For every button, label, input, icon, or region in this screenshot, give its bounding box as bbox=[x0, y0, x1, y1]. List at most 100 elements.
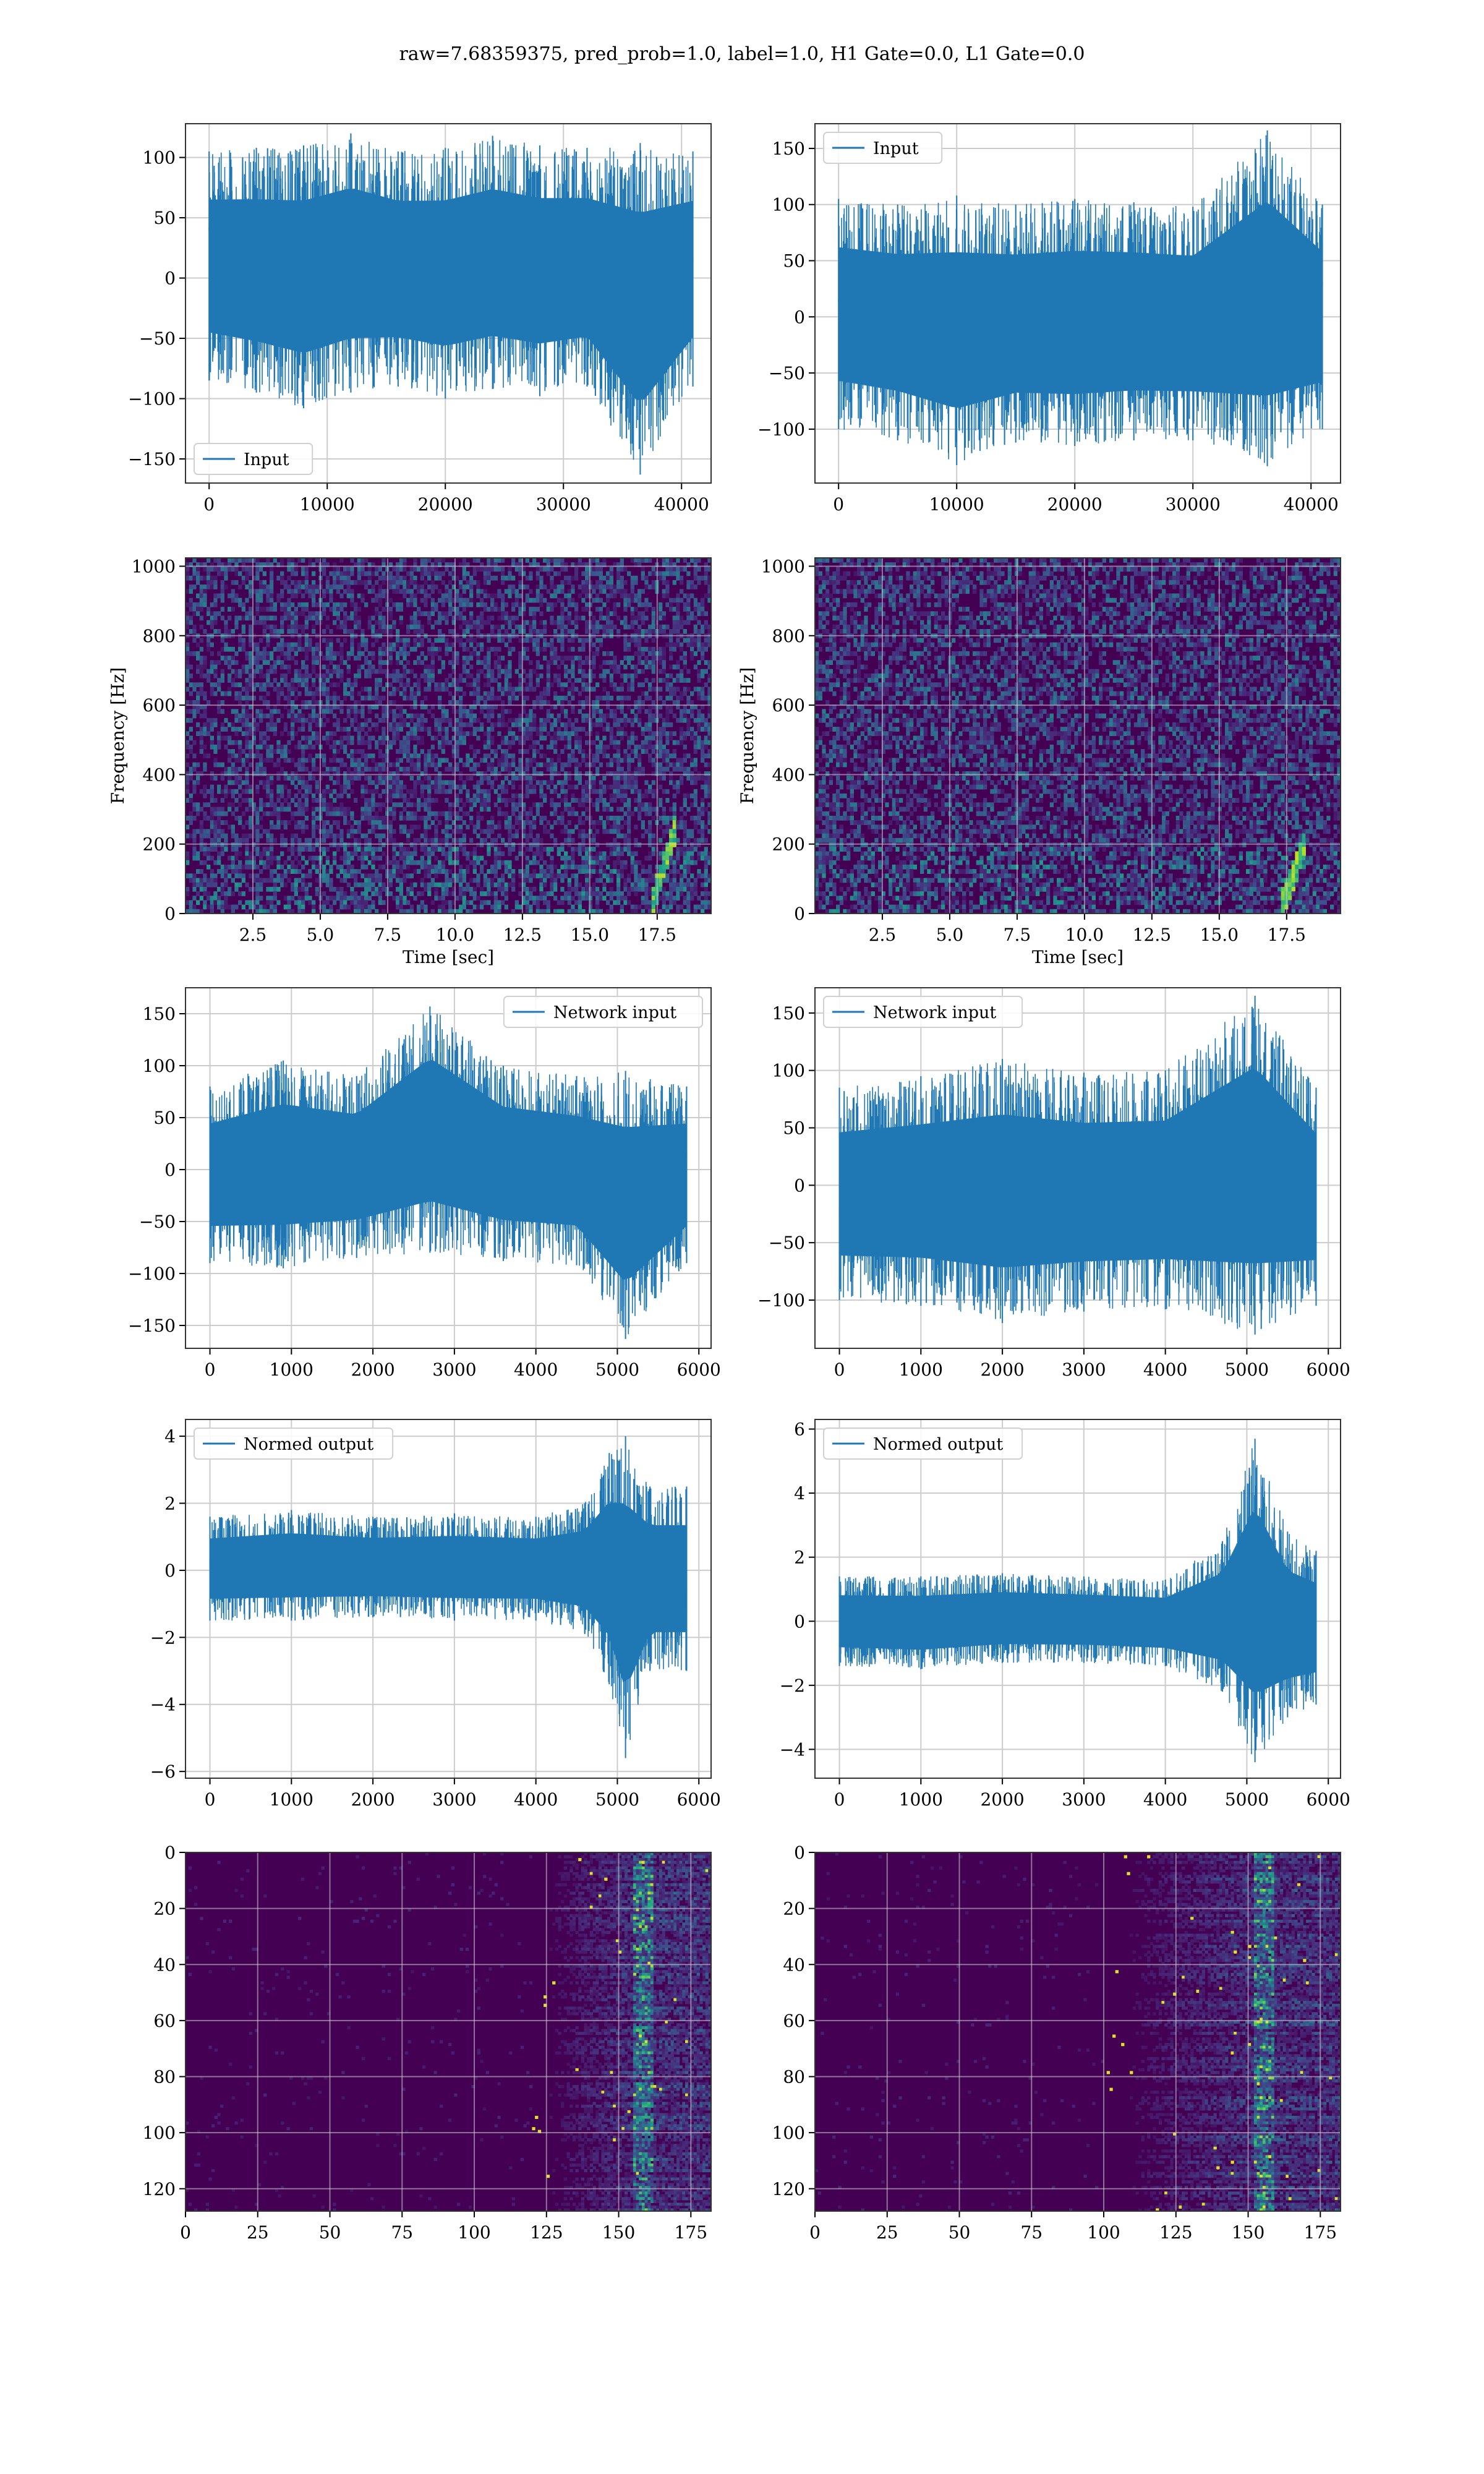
spectrogram-cell bbox=[291, 780, 294, 785]
spectrogram-cell bbox=[652, 807, 655, 812]
spectrogram-cell bbox=[680, 758, 683, 763]
spectrogram-cell bbox=[697, 816, 701, 821]
spectrogram-cell bbox=[266, 758, 270, 763]
spectrogram-cell bbox=[217, 745, 221, 750]
spectrogram-cell bbox=[266, 643, 270, 648]
spectrogram-cell bbox=[287, 776, 291, 781]
spectrogram-cell bbox=[287, 576, 291, 581]
spectrogram-cell bbox=[231, 589, 235, 594]
spectrogram-cell bbox=[634, 598, 638, 603]
spectrogram-cell bbox=[445, 736, 448, 741]
spectrogram-cell bbox=[424, 665, 427, 670]
spectrogram-cell bbox=[676, 638, 680, 643]
spectrogram-cell bbox=[557, 758, 561, 763]
spectrogram-cell bbox=[305, 647, 309, 652]
spectrogram-cell bbox=[242, 789, 245, 794]
spectrogram-cell bbox=[508, 567, 511, 571]
spectrogram-cell bbox=[287, 802, 291, 807]
spectrogram-cell bbox=[249, 607, 252, 612]
spectrogram-cell bbox=[529, 714, 532, 719]
spectrogram-cell bbox=[490, 780, 494, 785]
spectrogram-cell bbox=[259, 656, 263, 661]
spectrogram-cell bbox=[659, 798, 662, 803]
spectrogram-cell bbox=[213, 558, 217, 563]
spectrogram-cell bbox=[659, 625, 662, 630]
spectrogram-cell bbox=[518, 651, 522, 656]
spectrogram-cell bbox=[333, 789, 336, 794]
spectrogram-cell bbox=[550, 802, 553, 807]
spectrogram-cell bbox=[280, 749, 284, 754]
spectrogram-cell bbox=[410, 647, 414, 652]
spectrogram-cell bbox=[424, 798, 427, 803]
spectrogram-cell bbox=[276, 643, 280, 648]
spectrogram-cell bbox=[697, 602, 701, 607]
spectrogram-cell bbox=[301, 811, 305, 816]
spectrogram-cell bbox=[427, 687, 431, 691]
spectrogram-cell bbox=[701, 629, 704, 634]
spectrogram-cell bbox=[424, 687, 427, 691]
spectrogram-cell bbox=[389, 576, 393, 581]
spectrogram-cell bbox=[438, 785, 441, 790]
spectrogram-cell bbox=[336, 584, 340, 589]
spectrogram-cell bbox=[231, 780, 235, 785]
spectrogram-cell bbox=[368, 767, 372, 772]
spectrogram-cell bbox=[484, 776, 487, 781]
spectrogram-cell bbox=[231, 740, 235, 745]
spectrogram-cell bbox=[589, 558, 592, 563]
spectrogram-cell bbox=[413, 696, 417, 701]
spectrogram-cell bbox=[413, 736, 417, 741]
spectrogram-cell bbox=[270, 753, 273, 758]
spectrogram-cell bbox=[273, 660, 277, 665]
spectrogram-cell bbox=[494, 789, 498, 794]
spectrogram-cell bbox=[255, 660, 259, 665]
spectrogram-cell bbox=[347, 584, 351, 589]
spectrogram-cell bbox=[484, 571, 487, 576]
spectrogram-cell bbox=[627, 594, 631, 599]
spectrogram-cell bbox=[312, 811, 315, 816]
spectrogram-cell bbox=[445, 567, 448, 571]
spectrogram-cell bbox=[301, 718, 305, 723]
spectrogram-cell bbox=[431, 656, 435, 661]
spectrogram-cell bbox=[287, 700, 291, 705]
spectrogram-cell bbox=[255, 643, 259, 648]
spectrogram-cell bbox=[350, 651, 354, 656]
spectrogram-cell bbox=[476, 736, 480, 741]
spectrogram-cell bbox=[463, 665, 466, 670]
spectrogram-cell bbox=[350, 580, 354, 585]
spectrogram-cell bbox=[547, 780, 550, 785]
spectrogram-cell bbox=[613, 669, 616, 674]
spectrogram-cell bbox=[192, 638, 196, 643]
spectrogram-cell bbox=[526, 584, 529, 589]
spectrogram-cell bbox=[210, 660, 214, 665]
spectrogram-cell bbox=[280, 674, 284, 678]
spectrogram-cell bbox=[676, 558, 680, 563]
spectrogram-cell bbox=[389, 674, 393, 678]
spectrogram-cell bbox=[263, 682, 267, 687]
spectrogram-cell bbox=[469, 594, 473, 599]
spectrogram-cell bbox=[445, 727, 448, 732]
spectrogram-cell bbox=[434, 785, 438, 790]
spectrogram-cell bbox=[389, 691, 393, 696]
spectrogram-cell bbox=[445, 820, 448, 825]
spectrogram-cell bbox=[245, 736, 249, 741]
spectrogram-cell bbox=[294, 584, 298, 589]
spectrogram-cell bbox=[360, 794, 364, 798]
spectrogram-cell bbox=[189, 598, 193, 603]
spectrogram-cell bbox=[280, 660, 284, 665]
spectrogram-cell bbox=[315, 651, 319, 656]
spectrogram-cell bbox=[589, 584, 592, 589]
spectrogram-cell bbox=[375, 789, 378, 794]
spectrogram-cell bbox=[255, 665, 259, 670]
spectrogram-cell bbox=[508, 625, 511, 630]
spectrogram-cell bbox=[539, 727, 543, 732]
spectrogram-cell bbox=[571, 727, 574, 732]
spectrogram-cell bbox=[659, 656, 662, 661]
spectrogram-cell bbox=[396, 607, 399, 612]
spectrogram-cell bbox=[508, 615, 511, 620]
spectrogram-cell bbox=[210, 669, 214, 674]
spectrogram-cell bbox=[189, 798, 193, 803]
spectrogram-cell bbox=[631, 598, 634, 603]
spectrogram-cell bbox=[518, 571, 522, 576]
spectrogram-cell bbox=[389, 643, 393, 648]
spectrogram-cell bbox=[697, 736, 701, 741]
